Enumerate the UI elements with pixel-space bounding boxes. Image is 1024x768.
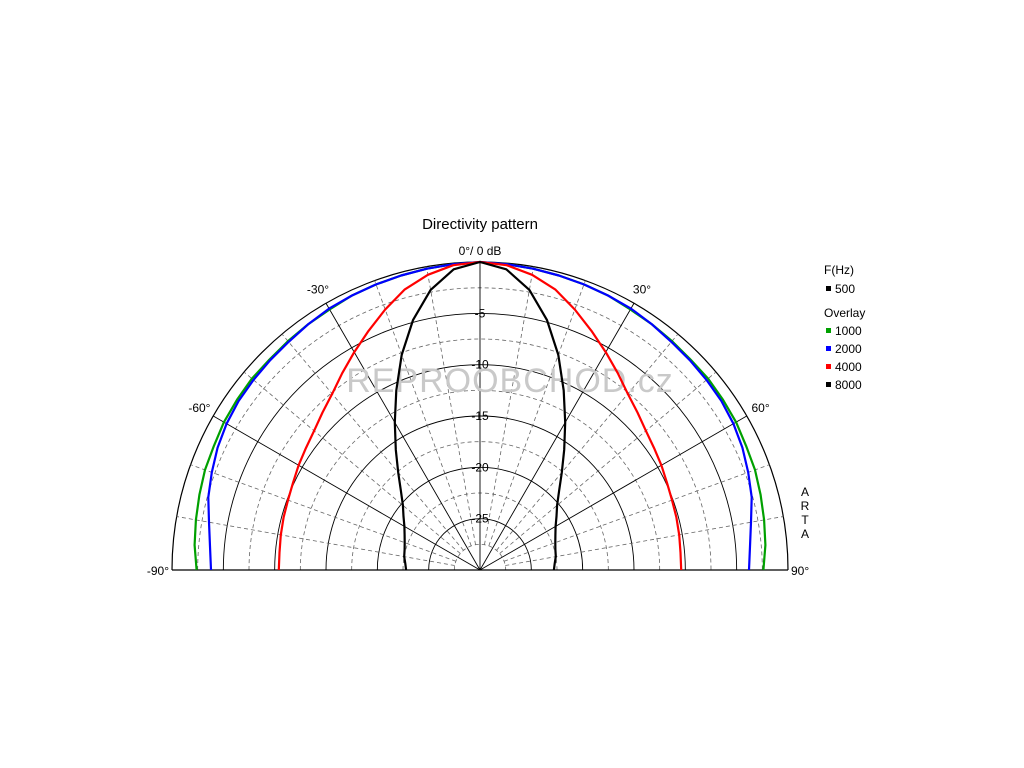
angle-label: -60° xyxy=(188,401,210,415)
legend-overlay-items: 1000 2000 4000 8000 xyxy=(826,324,862,392)
grid-spoke-minor xyxy=(503,464,770,562)
legend-item-8000: 8000 xyxy=(835,378,862,392)
grid-spoke-minor xyxy=(499,371,717,554)
grid-spoke-minor xyxy=(496,333,679,551)
grid-spoke-major xyxy=(479,415,747,571)
side-label-letter: R xyxy=(801,499,810,513)
grid-spoke-minor xyxy=(484,266,534,545)
grid-ring-minor xyxy=(453,543,507,571)
grid-spoke-minor xyxy=(374,280,472,547)
legend-swatch-main xyxy=(826,286,831,291)
series-line-8000 xyxy=(393,260,567,571)
legend: F(Hz) 500 Overlay 1000 2000 4000 8000 xyxy=(824,263,865,392)
grid-spoke-minor xyxy=(426,266,476,545)
legend-item-1000: 1000 xyxy=(835,324,862,338)
grid-spoke-minor xyxy=(505,516,784,566)
angle-label: 90° xyxy=(791,564,809,578)
top-label: 0°/ 0 dB xyxy=(459,244,502,258)
axis-labels: 0°/ 0 dB -5 -10 -15 -20 -25 -90° -60° -30° 30° 60°… xyxy=(147,244,810,578)
legend-item-main: 500 xyxy=(835,282,855,296)
legend-overlay-header: Overlay xyxy=(824,306,865,320)
legend-swatch-4000 xyxy=(826,364,831,369)
side-label-letter: T xyxy=(801,513,809,527)
angle-label: 60° xyxy=(752,401,770,415)
radial-tick-label: -10 xyxy=(471,358,489,372)
legend-item-2000: 2000 xyxy=(835,342,862,356)
angle-label: 30° xyxy=(633,282,651,296)
side-label-letter: A xyxy=(801,485,809,499)
grid-spoke-minor xyxy=(488,280,586,547)
legend-item-4000: 4000 xyxy=(835,360,862,374)
angle-label: -30° xyxy=(307,282,329,296)
polar-grid xyxy=(171,261,789,571)
series-group xyxy=(193,260,767,571)
angle-label: -90° xyxy=(147,564,169,578)
radial-tick-label: -5 xyxy=(475,306,486,320)
grid-spoke-major xyxy=(325,303,481,571)
side-label-letter: A xyxy=(801,527,809,541)
grid-spoke-minor xyxy=(281,333,464,551)
legend-header: F(Hz) xyxy=(824,263,854,277)
grid-spoke-major xyxy=(213,415,481,571)
chart-title: Directivity pattern xyxy=(422,216,538,233)
radial-tick-label: -25 xyxy=(471,512,489,526)
grid-spoke-minor xyxy=(176,516,455,566)
legend-swatch-2000 xyxy=(826,346,831,351)
legend-swatch-8000 xyxy=(826,382,831,387)
grid-spoke-minor xyxy=(243,371,461,554)
grid-ring-minor xyxy=(248,338,712,571)
legend-swatch-1000 xyxy=(826,328,831,333)
grid-spoke-major xyxy=(479,303,635,571)
radial-tick-label: -20 xyxy=(471,460,489,474)
radial-tick-label: -15 xyxy=(471,409,489,423)
grid-spoke-minor xyxy=(190,464,457,562)
